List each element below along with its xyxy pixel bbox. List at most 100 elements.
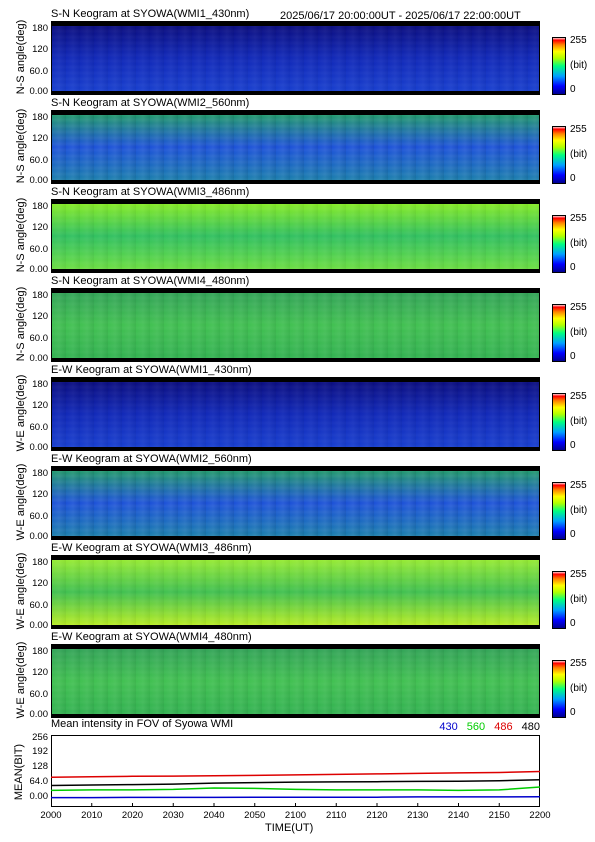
- panel-ytick: 120: [32, 578, 48, 589]
- colorbar: [552, 215, 566, 273]
- keogram-image: [51, 466, 540, 540]
- panel-ytick: 60.0: [29, 66, 49, 77]
- keogram-image: [51, 555, 540, 629]
- colorbar-label: 255: [570, 569, 587, 580]
- series-line-486: [51, 770, 540, 779]
- colorbar-label: (bit): [570, 505, 588, 516]
- panel-ytick: 60.0: [29, 244, 49, 255]
- colorbar-label: 0: [570, 707, 576, 718]
- panel-ytick: 180: [32, 379, 48, 390]
- mean-ytick: 128: [32, 761, 48, 772]
- colorbar-label: 255: [570, 391, 587, 402]
- series-line-560: [51, 786, 540, 792]
- panel-ytick: 0.00: [29, 175, 49, 186]
- x-tick-label: 2120: [366, 810, 388, 821]
- x-tick-label: 2110: [326, 810, 347, 821]
- colorbar-label: (bit): [570, 238, 588, 249]
- colorbar-label: (bit): [570, 327, 588, 338]
- panel-title: E-W Keogram at SYOWA(WMI1_430nm): [51, 364, 252, 376]
- colorbar-label: (bit): [570, 594, 588, 605]
- panel-ytick: 0.00: [29, 442, 49, 453]
- panel-ytick: 120: [32, 400, 48, 411]
- series-line-480: [51, 778, 540, 787]
- panel-title: S-N Keogram at SYOWA(WMI4_480nm): [51, 275, 250, 287]
- x-tick-label: 2100: [284, 810, 307, 821]
- colorbar-label: 0: [570, 351, 576, 362]
- x-tick-label: 2010: [81, 810, 103, 821]
- panel-ytick: 120: [32, 311, 48, 322]
- panel-ytick: 0.00: [29, 353, 49, 364]
- panel-ytick: 0.00: [29, 264, 49, 275]
- legend-560: 560: [466, 721, 486, 733]
- keogram-image: [51, 288, 540, 362]
- panel-ytick: 120: [32, 489, 48, 500]
- date-range: 2025/06/17 20:00:00UT - 2025/06/17 22:00…: [280, 10, 521, 22]
- colorbar-label: 0: [570, 529, 576, 540]
- mean-ytick: 64.0: [29, 776, 49, 787]
- panel-ytick: 120: [32, 44, 48, 55]
- series-line-430: [51, 795, 540, 799]
- panel-ytick: 180: [32, 201, 48, 212]
- panel-ytick: 180: [32, 646, 48, 657]
- x-tick-label: 2020: [121, 810, 144, 821]
- panel-ytick: 120: [32, 667, 48, 678]
- legend-430: 430: [439, 721, 458, 733]
- colorbar-label: 255: [570, 658, 587, 669]
- colorbar-label: 0: [570, 262, 576, 273]
- legend-486: 486: [494, 721, 513, 733]
- keogram-image: [51, 21, 540, 95]
- colorbar: [552, 304, 566, 362]
- panel-ytick: 60.0: [29, 422, 49, 433]
- colorbar-label: 255: [570, 302, 587, 313]
- x-tick-label: 2000: [40, 810, 62, 821]
- panel-ytick: 60.0: [29, 333, 49, 344]
- keogram-image: [51, 110, 540, 184]
- mean-ytick: 256: [32, 732, 48, 743]
- panel-ytick: 60.0: [29, 155, 49, 166]
- panel-ytick: 120: [32, 133, 48, 144]
- x-tick-label: 2030: [162, 810, 184, 821]
- panel-ytick: 0.00: [29, 709, 49, 720]
- colorbar-label: (bit): [570, 60, 588, 71]
- panel-title: E-W Keogram at SYOWA(WMI2_560nm): [51, 453, 252, 465]
- panel-ytick: 0.00: [29, 620, 49, 631]
- colorbar: [552, 660, 566, 718]
- panel-title: S-N Keogram at SYOWA(WMI3_486nm): [51, 186, 250, 198]
- panel-title: E-W Keogram at SYOWA(WMI3_486nm): [51, 542, 252, 554]
- colorbar: [552, 37, 566, 95]
- panel-ytick: 180: [32, 557, 48, 568]
- panel-ytick: 60.0: [29, 689, 49, 700]
- x-tick-label: 2200: [529, 810, 551, 821]
- mean-intensity-plot: [51, 735, 540, 807]
- colorbar-label: (bit): [570, 149, 588, 160]
- keogram-image: [51, 377, 540, 451]
- mean-ytick: 0.00: [29, 791, 49, 802]
- mean-plot-frame: [51, 735, 540, 807]
- colorbar: [552, 482, 566, 540]
- panel-title: E-W Keogram at SYOWA(WMI4_480nm): [51, 631, 252, 643]
- keogram-image: [51, 644, 540, 718]
- panel-ytick: 180: [32, 23, 48, 34]
- panel-ytick: 0.00: [29, 531, 49, 542]
- panel-ytick: 120: [32, 222, 48, 233]
- x-tick-label: 2130: [407, 810, 429, 821]
- colorbar-label: 0: [570, 440, 576, 451]
- mean-ytick: 192: [32, 746, 48, 757]
- panel-ytick: 180: [32, 468, 48, 479]
- colorbar-label: 0: [570, 618, 576, 629]
- colorbar-label: 0: [570, 173, 576, 184]
- colorbar: [552, 126, 566, 184]
- colorbar-label: 255: [570, 480, 587, 491]
- legend-480: 480: [521, 721, 540, 733]
- x-tick-label: 2140: [447, 810, 470, 821]
- x-axis-label: TIME(UT): [265, 822, 314, 834]
- mean-legend: 430 560 486 480: [439, 721, 540, 733]
- colorbar-label: 255: [570, 124, 587, 135]
- colorbar-label: (bit): [570, 416, 588, 427]
- colorbar-label: (bit): [570, 683, 588, 694]
- mean-panel-title: Mean intensity in FOV of Syowa WMI: [51, 718, 234, 730]
- colorbar-label: 255: [570, 213, 587, 224]
- colorbar-label: 0: [570, 84, 576, 95]
- x-tick-label: 2040: [203, 810, 225, 821]
- x-tick-label: 2050: [244, 810, 266, 821]
